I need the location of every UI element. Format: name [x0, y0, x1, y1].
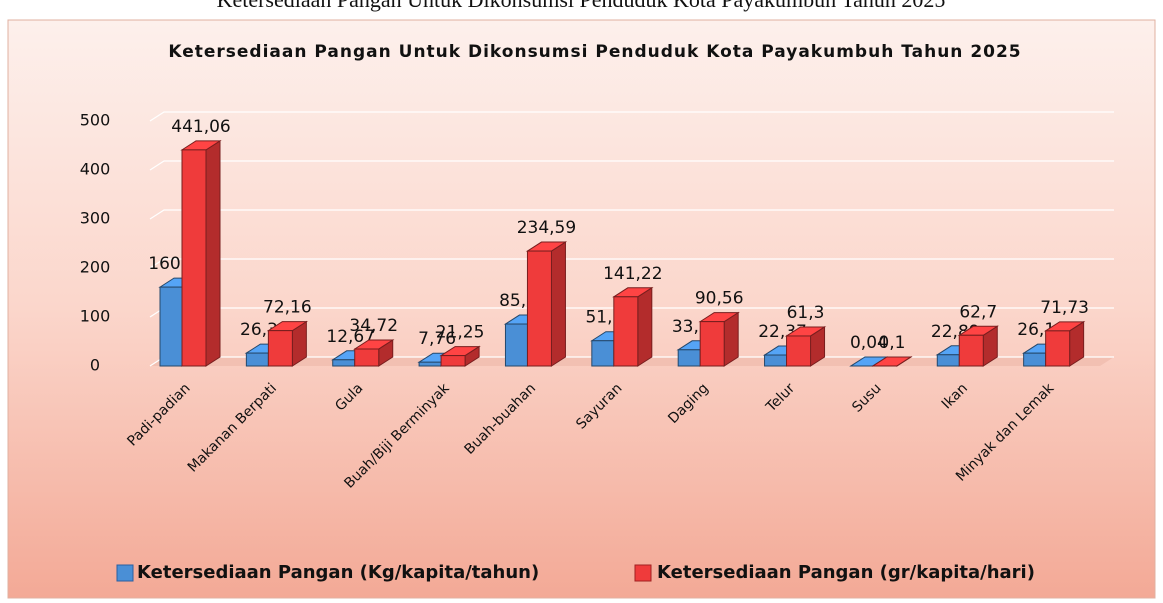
data-label: 62,7	[959, 302, 997, 322]
bar-group	[871, 356, 913, 367]
bar-group	[1043, 320, 1086, 367]
data-label: 234,59	[517, 218, 576, 238]
bar-group	[957, 325, 999, 367]
bar-side	[550, 241, 566, 367]
data-label: 0,04	[850, 333, 888, 353]
chart-title: Ketersediaan Pangan Untuk Dikonsumsi Pen…	[168, 42, 1021, 62]
bar	[418, 361, 442, 367]
legend-label: Ketersediaan Pangan (Kg/kapita/tahun)	[137, 562, 539, 583]
legend-swatch	[116, 564, 134, 582]
y-tick-label: 200	[80, 258, 111, 277]
data-label: 7,76	[418, 329, 456, 349]
bar-group	[266, 320, 309, 367]
bar-group	[612, 286, 654, 367]
bar	[159, 286, 183, 367]
data-label: 34,72	[349, 316, 398, 336]
data-label: 21,25	[436, 323, 485, 343]
y-tick-label: 300	[80, 209, 111, 228]
bar	[526, 250, 552, 367]
bar	[440, 355, 466, 367]
caption: Ketersediaan Pangan Untuk Dikonsumsi Pen…	[217, 0, 946, 12]
data-label: 72,16	[263, 298, 312, 318]
y-tick-label: 0	[90, 356, 100, 375]
grid-line	[149, 111, 1114, 122]
bar	[1045, 330, 1071, 367]
bar	[245, 352, 269, 367]
bar-side	[205, 139, 221, 367]
y-tick-label: 500	[80, 111, 111, 130]
bar	[958, 334, 984, 367]
bar	[764, 354, 788, 367]
bar	[267, 330, 293, 367]
bar-group	[525, 241, 568, 367]
bar-group	[353, 339, 395, 367]
data-label: 0,1	[878, 333, 905, 353]
bar	[1023, 352, 1047, 367]
grid-line	[149, 209, 1114, 220]
bar-group	[784, 326, 827, 367]
data-label: 12,67	[326, 327, 375, 347]
data-label: 90,56	[695, 289, 744, 309]
legend-label: Ketersediaan Pangan (gr/kapita/hari)	[657, 562, 1035, 583]
bar-group	[698, 311, 740, 367]
bar	[613, 296, 639, 367]
bar	[699, 321, 725, 367]
bar-group	[180, 139, 222, 367]
bar-group	[439, 345, 481, 367]
bar	[936, 354, 960, 367]
bar-side	[637, 286, 653, 367]
bar	[591, 340, 615, 367]
bar	[181, 149, 207, 367]
bar	[786, 335, 812, 367]
y-tick-label: 400	[80, 160, 111, 179]
legend-swatch	[634, 564, 652, 582]
data-label: 441,06	[171, 117, 230, 137]
grid-line	[149, 160, 1114, 171]
grid-line	[149, 258, 1114, 269]
bar	[677, 349, 701, 367]
data-label: 61,3	[787, 303, 825, 323]
bar	[504, 323, 528, 367]
bar	[354, 348, 380, 367]
data-label: 141,22	[603, 264, 662, 284]
y-tick-label: 100	[80, 307, 111, 326]
bar	[332, 359, 356, 367]
data-label: 71,73	[1040, 298, 1089, 318]
